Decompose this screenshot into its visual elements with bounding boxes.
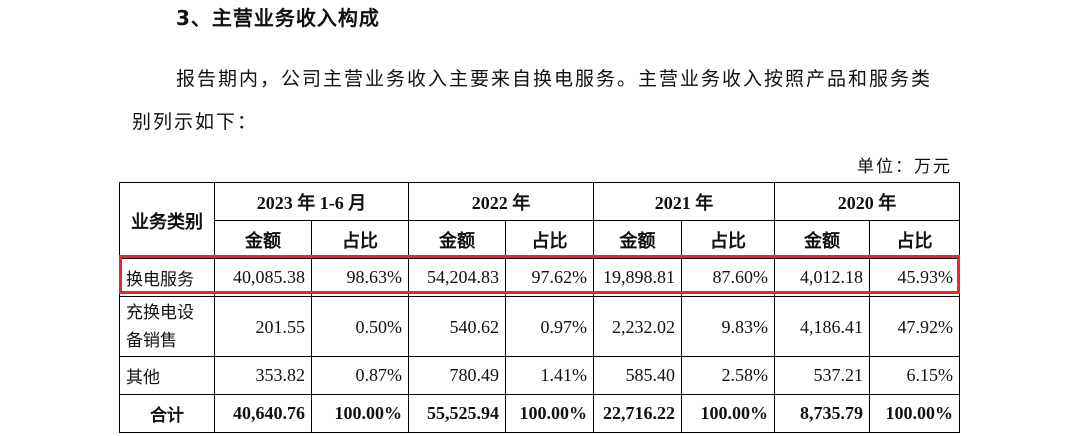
amount-cell: 585.40 [593,356,682,395]
paragraph-line-1: 报告期内，公司主营业务收入主要来自换电服务。主营业务收入按照产品和服务类 [176,68,933,90]
share-header: 占比 [681,220,775,259]
amount-cell: 54,204.83 [408,258,506,297]
category-cell: 换电服务 [119,258,215,297]
amount-header: 金额 [593,220,682,259]
category-cell: 充换电设备销售 [119,296,215,357]
total-share-cell: 100.00% [681,394,775,433]
amount-cell: 19,898.81 [593,258,682,297]
table-row: 其他 353.82 0.87% 780.49 1.41% 585.40 2.58… [119,356,960,395]
total-share-cell: 100.00% [869,394,960,433]
total-amount-cell: 22,716.22 [593,394,682,433]
total-amount-cell: 55,525.94 [408,394,506,433]
share-header: 占比 [869,220,960,259]
total-amount-cell: 8,735.79 [774,394,870,433]
amount-header: 金额 [408,220,506,259]
share-cell: 2.58% [681,356,775,395]
amount-cell: 353.82 [214,356,312,395]
total-share-cell: 100.00% [505,394,594,433]
amount-cell: 2,232.02 [593,296,682,357]
amount-cell: 4,186.41 [774,296,870,357]
share-cell: 9.83% [681,296,775,357]
paragraph-line-2: 别列示如下： [132,111,259,133]
total-share-cell: 100.00% [311,394,409,433]
amount-cell: 780.49 [408,356,506,395]
amount-cell: 537.21 [774,356,870,395]
category-cell: 其他 [119,356,215,395]
share-cell: 97.62% [505,258,594,297]
share-header: 占比 [505,220,594,259]
amount-cell: 40,085.38 [214,258,312,297]
period-header: 2022 年 [408,182,594,221]
header-row-periods: 业务类别 2023 年 1-6 月 2022 年 2021 年 2020 年 [119,182,960,259]
table-row: 充换电设备销售 201.55 0.50% 540.62 0.97% 2,232.… [119,296,960,357]
share-cell: 45.93% [869,258,960,297]
unit-label: 单位：万元 [857,157,952,177]
period-header: 2021 年 [593,182,775,221]
share-cell: 0.87% [311,356,409,395]
amount-cell: 540.62 [408,296,506,357]
period-header: 2020 年 [774,182,960,221]
share-cell: 87.60% [681,258,775,297]
share-cell: 0.50% [311,296,409,357]
period-header: 2023 年 1-6 月 [214,182,409,221]
share-cell: 47.92% [869,296,960,357]
section-heading: 3、主营业务收入构成 [176,6,380,30]
amount-header: 金额 [774,220,870,259]
share-cell: 1.41% [505,356,594,395]
share-cell: 98.63% [311,258,409,297]
total-amount-cell: 40,640.76 [214,394,312,433]
category-header: 业务类别 [119,182,215,259]
total-row: 合计 40,640.76 100.00% 55,525.94 100.00% 2… [119,394,960,433]
total-label: 合计 [119,394,215,433]
table-row: 换电服务 40,085.38 98.63% 54,204.83 97.62% 1… [119,258,960,297]
share-cell: 6.15% [869,356,960,395]
header-row-metrics: 金额 占比 金额 占比 金额 占比 金额 占比 [120,220,960,259]
share-cell: 0.97% [505,296,594,357]
amount-header: 金额 [214,220,312,259]
intro-paragraph: 报告期内，公司主营业务收入主要来自换电服务。主营业务收入按照产品和服务类 别列示… [132,58,956,144]
share-header: 占比 [311,220,409,259]
revenue-composition-table: 业务类别 2023 年 1-6 月 2022 年 2021 年 2020 年 金… [119,182,960,433]
amount-cell: 4,012.18 [774,258,870,297]
amount-cell: 201.55 [214,296,312,357]
